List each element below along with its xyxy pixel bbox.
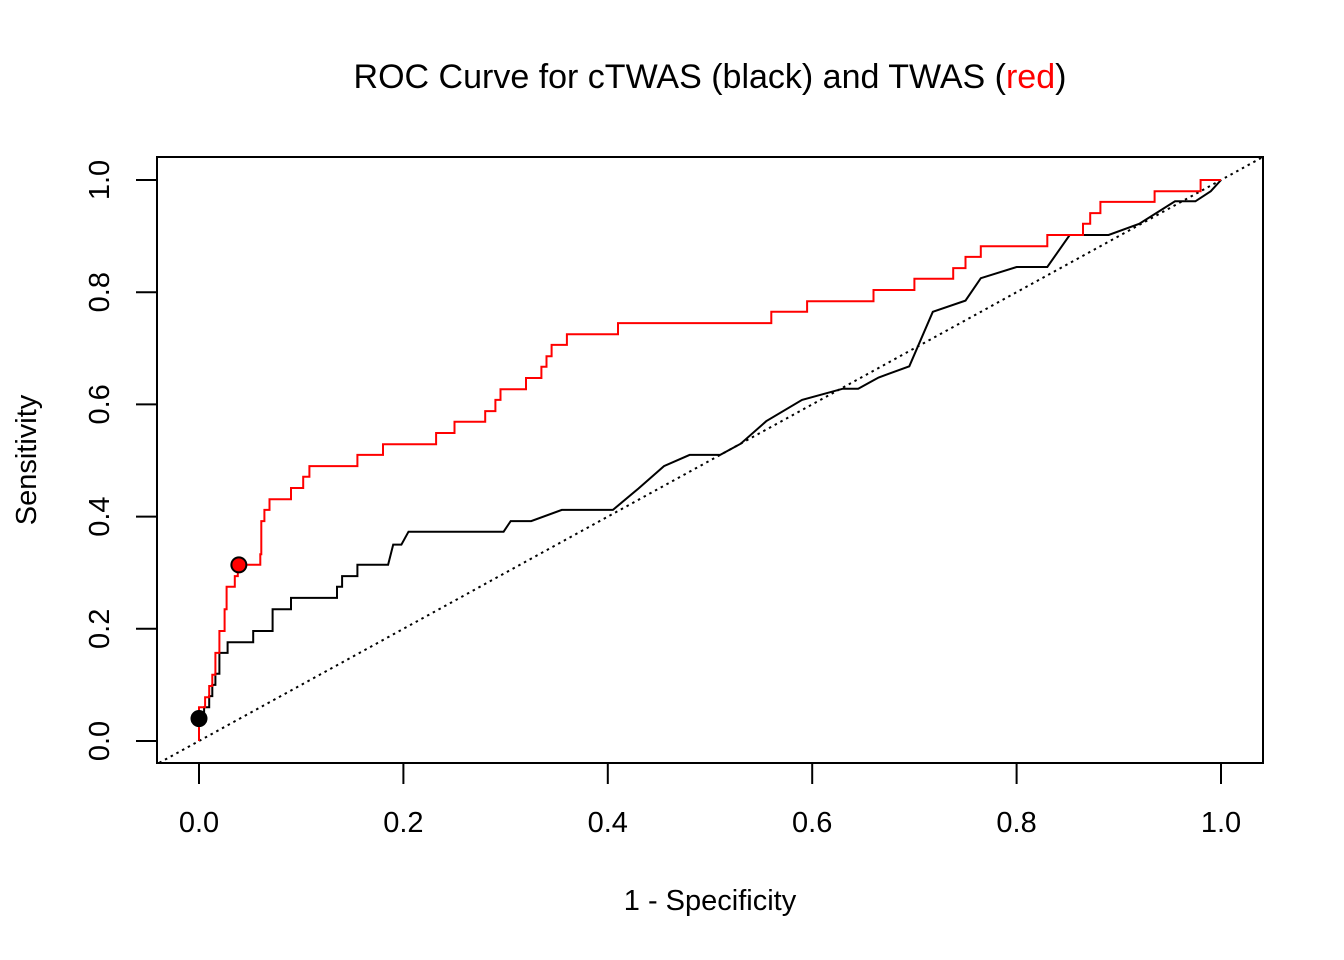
roc-series-1-point-marker (230, 556, 248, 574)
x-tick-label: 0.6 (792, 807, 832, 839)
x-tick-label: 1.0 (1201, 807, 1241, 839)
title-suffix: ) (1055, 58, 1066, 96)
roc-series-line-0 (198, 179, 1222, 741)
y-tick-label: 0.8 (84, 272, 116, 312)
chart-title: ROC Curve for cTWAS (black) and TWAS (re… (354, 58, 1067, 96)
x-tick-label: 0.4 (588, 807, 628, 839)
x-tick-label: 0.0 (179, 807, 219, 839)
y-tick-label: 0.0 (84, 721, 116, 761)
y-tick-label: 0.6 (84, 384, 116, 424)
plot-frame (156, 156, 1264, 764)
y-axis-label: Sensitivity (11, 394, 43, 525)
title-prefix: ROC Curve for cTWAS (black) and TWAS ( (354, 58, 1007, 96)
x-tick-label: 0.2 (383, 807, 423, 839)
y-tick-label: 0.4 (84, 496, 116, 536)
x-axis: 0.0 0.2 0.4 0.6 0.8 1.0 (179, 762, 1241, 839)
roc-series-line-1 (198, 179, 1221, 741)
y-tick-label: 0.2 (84, 609, 116, 649)
x-tick-label: 0.8 (996, 807, 1036, 839)
roc-series-0-point-marker (190, 710, 208, 728)
reference-diagonal (157, 157, 1263, 763)
plot-area (156, 156, 1264, 764)
y-tick-label: 1.0 (84, 160, 116, 200)
y-axis: 0.0 0.2 0.4 0.6 0.8 1.0 (84, 160, 158, 761)
title-highlight: red (1006, 58, 1055, 96)
x-axis-label: 1 - Specificity (624, 885, 797, 917)
